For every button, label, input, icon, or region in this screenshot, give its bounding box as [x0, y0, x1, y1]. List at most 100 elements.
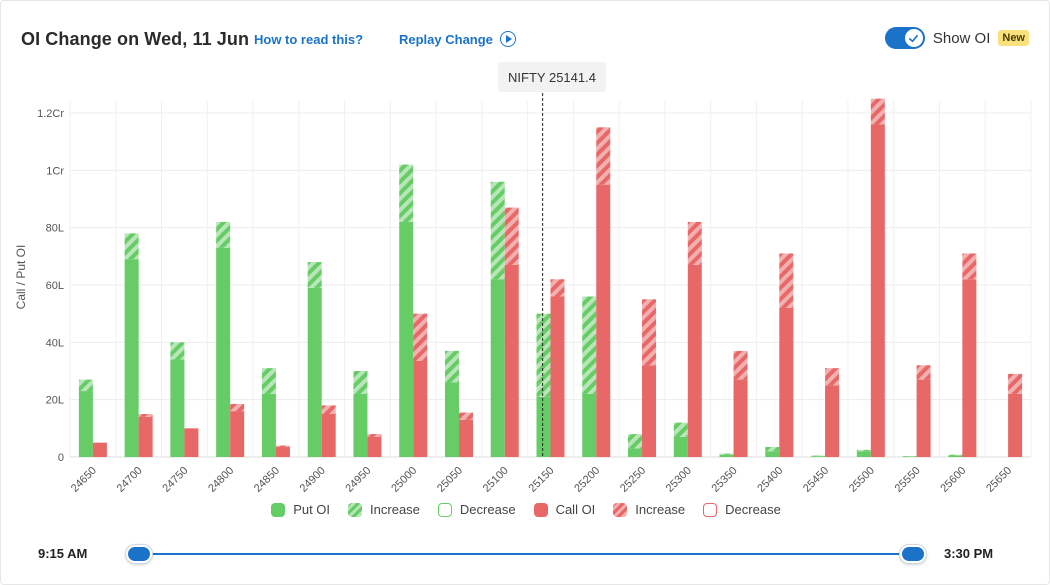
put-oi-increase — [811, 455, 826, 457]
call-oi-base — [367, 436, 382, 457]
call-oi-bar[interactable] — [550, 279, 565, 457]
call-oi-bar[interactable] — [779, 253, 794, 457]
slider-start-time: 9:15 AM — [38, 546, 88, 561]
call-oi-bar[interactable] — [962, 253, 977, 457]
x-tick-label: 25200 — [572, 465, 602, 495]
call-oi-bar[interactable] — [458, 412, 473, 457]
x-tick-label: 25400 — [755, 465, 785, 495]
y-tick-label: 40L — [46, 337, 64, 349]
put-oi-base — [124, 259, 139, 457]
put-oi-bar[interactable] — [856, 449, 871, 457]
put-oi-base — [261, 393, 276, 457]
call-oi-bar[interactable] — [367, 434, 382, 457]
call-oi-base — [962, 279, 977, 457]
x-tick-label: 25150 — [527, 465, 557, 495]
legend-item-put-outline[interactable]: Decrease — [437, 502, 516, 517]
call-oi-bar[interactable] — [321, 405, 336, 457]
play-circle-icon — [499, 31, 516, 47]
call-oi-base — [458, 419, 473, 457]
replay-change-button[interactable]: Replay Change — [399, 31, 516, 47]
put-oi-bar[interactable] — [216, 221, 231, 457]
legend-item-put-solid[interactable]: Put OI — [271, 502, 330, 517]
slider-start-handle[interactable] — [126, 545, 152, 563]
show-oi-toggle[interactable] — [884, 27, 925, 49]
put-oi-increase — [170, 342, 185, 360]
put-oi-base — [78, 391, 93, 457]
put-oi-bar[interactable] — [765, 446, 780, 457]
call-oi-increase — [779, 253, 794, 308]
y-axis-label: Call / Put OI — [14, 245, 28, 310]
call-oi-bar[interactable] — [504, 207, 519, 457]
call-oi-increase — [138, 414, 153, 417]
put-oi-increase — [673, 422, 688, 437]
x-tick-label: 24700 — [115, 465, 145, 495]
put-oi-increase — [78, 379, 93, 392]
put-oi-bar[interactable] — [719, 453, 734, 457]
call-oi-bar[interactable] — [184, 428, 199, 457]
call-oi-increase — [504, 207, 519, 265]
put-oi-bar[interactable] — [261, 368, 276, 457]
slider-end-time: 3:30 PM — [944, 546, 994, 561]
slider-end-handle[interactable] — [900, 545, 926, 563]
put-oi-bar[interactable] — [490, 181, 505, 457]
put-oi-bar[interactable] — [170, 342, 185, 457]
put-oi-bar[interactable] — [399, 164, 414, 457]
legend-item-put-stripe[interactable]: Increase — [348, 502, 420, 517]
legend-item-call-outline[interactable]: Decrease — [703, 502, 781, 517]
put-oi-base — [811, 456, 826, 457]
y-tick-label: 1Cr — [46, 165, 64, 177]
call-oi-base — [321, 414, 336, 457]
call-oi-bar[interactable] — [870, 98, 885, 457]
new-badge: New — [998, 30, 1029, 46]
legend-item-call-solid[interactable]: Call OI — [533, 502, 596, 517]
call-oi-bar[interactable] — [596, 127, 611, 457]
call-oi-base — [275, 446, 290, 457]
legend-label: Decrease — [459, 502, 516, 517]
legend-swatch-put-solid — [271, 502, 286, 517]
put-oi-bar[interactable] — [673, 422, 688, 457]
call-oi-base — [596, 184, 611, 457]
put-oi-bar[interactable] — [902, 456, 917, 457]
legend-label: Call OI — [555, 502, 596, 517]
put-oi-increase — [719, 453, 734, 455]
slider-track[interactable] — [139, 553, 913, 555]
put-oi-bar[interactable] — [536, 313, 551, 457]
put-oi-bar[interactable] — [811, 455, 826, 457]
put-oi-bar[interactable] — [353, 371, 368, 457]
legend-label: Decrease — [725, 502, 781, 517]
check-icon — [909, 34, 919, 42]
put-oi-bar[interactable] — [444, 350, 459, 457]
call-oi-bar[interactable] — [413, 313, 428, 457]
put-oi-bar[interactable] — [78, 379, 93, 457]
call-oi-bar[interactable] — [825, 368, 840, 457]
call-oi-bar[interactable] — [733, 350, 748, 457]
call-oi-bar[interactable] — [642, 299, 657, 457]
call-oi-increase — [687, 221, 702, 265]
call-oi-increase — [733, 350, 748, 380]
call-oi-increase — [596, 127, 611, 185]
put-oi-increase — [124, 233, 139, 260]
put-oi-bar[interactable] — [124, 233, 139, 457]
call-oi-increase — [321, 405, 336, 414]
call-oi-bar[interactable] — [230, 403, 245, 457]
x-tick-label: 24950 — [343, 465, 373, 495]
oi-chart: 0 20L 40L 60L 80L 1Cr 1.2Cr Call / Put OI 2465… — [14, 93, 1032, 495]
put-oi-bar[interactable] — [948, 454, 963, 457]
how-to-read-link[interactable]: How to read this? — [254, 32, 364, 47]
put-oi-bar[interactable] — [307, 262, 322, 457]
put-oi-bar[interactable] — [628, 434, 643, 457]
put-oi-bar[interactable] — [582, 296, 597, 457]
call-oi-bar[interactable] — [275, 445, 290, 457]
call-oi-increase — [550, 279, 565, 297]
legend-item-call-stripe[interactable]: Increase — [613, 502, 685, 517]
call-oi-bar[interactable] — [138, 414, 153, 457]
put-oi-increase — [261, 368, 276, 394]
call-oi-bar[interactable] — [1008, 373, 1023, 457]
call-oi-bar[interactable] — [916, 365, 931, 457]
put-oi-base — [399, 221, 414, 457]
call-oi-bar[interactable] — [92, 442, 107, 457]
put-oi-increase — [856, 449, 871, 452]
y-tick-label: 80L — [46, 223, 64, 235]
call-oi-bar[interactable] — [687, 221, 702, 457]
call-oi-increase — [1008, 373, 1023, 394]
